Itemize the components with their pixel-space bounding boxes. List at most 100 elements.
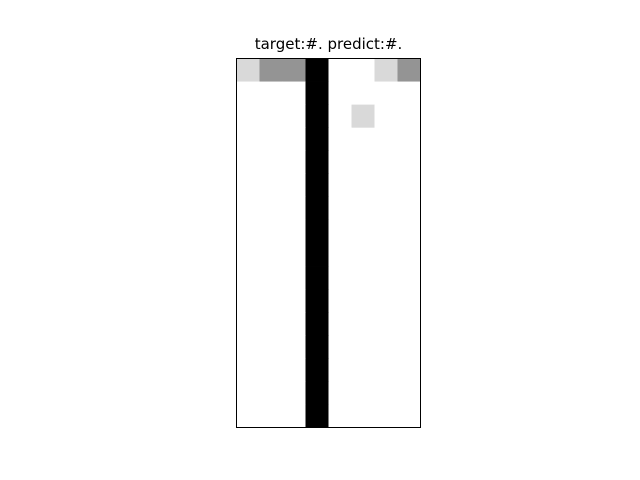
heatmap-cell-r5-c4 bbox=[328, 173, 352, 198]
heatmap-cell-r14-c3 bbox=[305, 381, 329, 405]
heatmap-cell-r7-c6 bbox=[374, 219, 398, 244]
heatmap-cell-r7-c1 bbox=[259, 219, 283, 244]
heatmap-cell-r0-c3 bbox=[305, 58, 329, 82]
heatmap-cell-r4-c5 bbox=[351, 150, 375, 175]
heatmap-cell-r13-c3 bbox=[305, 358, 329, 382]
heatmap-cell-r10-c1 bbox=[259, 289, 283, 313]
heatmap-cell-r7-c0 bbox=[236, 219, 260, 244]
heatmap-cell-r4-c7 bbox=[397, 150, 421, 175]
heatmap-cell-r2-c7 bbox=[397, 104, 421, 129]
heatmap-cell-r0-c1 bbox=[259, 58, 283, 82]
heatmap-cell-r1-c2 bbox=[282, 81, 306, 106]
heatmap-cell-r3-c2 bbox=[282, 127, 306, 152]
heatmap-cell-r14-c2 bbox=[282, 381, 306, 405]
heatmap-cell-r1-c5 bbox=[351, 81, 375, 106]
heatmap-cell-r15-c0 bbox=[236, 404, 260, 428]
heatmap-cell-r9-c3 bbox=[305, 266, 329, 290]
heatmap-cell-r12-c4 bbox=[328, 335, 352, 359]
heatmap-cell-r8-c2 bbox=[282, 243, 306, 267]
heatmap-cell-r0-c5 bbox=[351, 58, 375, 82]
heatmap-cell-r9-c5 bbox=[351, 266, 375, 290]
heatmap-cell-r12-c6 bbox=[374, 335, 398, 359]
heatmap-cell-r13-c2 bbox=[282, 358, 306, 382]
heatmap-cell-r15-c2 bbox=[282, 404, 306, 428]
heatmap-cell-r9-c4 bbox=[328, 266, 352, 290]
heatmap-cell-r3-c7 bbox=[397, 127, 421, 152]
heatmap-cell-r3-c6 bbox=[374, 127, 398, 152]
heatmap-cell-r8-c1 bbox=[259, 243, 283, 267]
chart-title: target:#. predict:#. bbox=[255, 35, 403, 53]
heatmap-cell-r10-c2 bbox=[282, 289, 306, 313]
heatmap-cell-r4-c6 bbox=[374, 150, 398, 175]
heatmap-cell-r4-c4 bbox=[328, 150, 352, 175]
heatmap-cell-r14-c7 bbox=[397, 381, 421, 405]
heatmap-cell-r1-c7 bbox=[397, 81, 421, 106]
heatmap-cell-r13-c4 bbox=[328, 358, 352, 382]
heatmap-cell-r1-c6 bbox=[374, 81, 398, 106]
heatmap-cell-r3-c1 bbox=[259, 127, 283, 152]
heatmap-cell-r1-c4 bbox=[328, 81, 352, 106]
heatmap-cell-r15-c4 bbox=[328, 404, 352, 428]
heatmap-cell-r6-c7 bbox=[397, 196, 421, 221]
heatmap-cell-r8-c7 bbox=[397, 243, 421, 267]
heatmap-cell-r4-c3 bbox=[305, 150, 329, 175]
heatmap-cell-r6-c2 bbox=[282, 196, 306, 221]
plot-frame bbox=[236, 58, 421, 428]
heatmap-cell-r14-c0 bbox=[236, 381, 260, 405]
heatmap-cell-r9-c7 bbox=[397, 266, 421, 290]
heatmap-cell-r6-c6 bbox=[374, 196, 398, 221]
heatmap-cell-r0-c0 bbox=[236, 58, 260, 82]
heatmap-cell-r2-c5 bbox=[351, 104, 375, 129]
heatmap-cell-r10-c5 bbox=[351, 289, 375, 313]
heatmap-cell-r0-c7 bbox=[397, 58, 421, 82]
heatmap-cell-r7-c4 bbox=[328, 219, 352, 244]
heatmap-cell-r2-c2 bbox=[282, 104, 306, 129]
heatmap-cell-r7-c3 bbox=[305, 219, 329, 244]
heatmap-cell-r9-c6 bbox=[374, 266, 398, 290]
heatmap-cell-r1-c3 bbox=[305, 81, 329, 106]
heatmap-cell-r3-c5 bbox=[351, 127, 375, 152]
heatmap-cell-r9-c2 bbox=[282, 266, 306, 290]
heatmap-cell-r0-c6 bbox=[374, 58, 398, 82]
heatmap-cell-r6-c5 bbox=[351, 196, 375, 221]
heatmap-cell-r14-c4 bbox=[328, 381, 352, 405]
heatmap-cell-r4-c2 bbox=[282, 150, 306, 175]
heatmap-cell-r2-c3 bbox=[305, 104, 329, 129]
heatmap-cell-r8-c0 bbox=[236, 243, 260, 267]
heatmap-cell-r11-c5 bbox=[351, 312, 375, 336]
heatmap-cell-r3-c0 bbox=[236, 127, 260, 152]
heatmap-cell-r10-c0 bbox=[236, 289, 260, 313]
heatmap-cell-r12-c1 bbox=[259, 335, 283, 359]
heatmap-cell-r6-c3 bbox=[305, 196, 329, 221]
heatmap-cell-r5-c0 bbox=[236, 173, 260, 198]
heatmap-cell-r13-c0 bbox=[236, 358, 260, 382]
heatmap-cell-r13-c7 bbox=[397, 358, 421, 382]
heatmap-cell-r5-c3 bbox=[305, 173, 329, 198]
heatmap-cell-r4-c0 bbox=[236, 150, 260, 175]
heatmap-cell-r7-c5 bbox=[351, 219, 375, 244]
heatmap-cell-r14-c6 bbox=[374, 381, 398, 405]
heatmap-cell-r6-c1 bbox=[259, 196, 283, 221]
heatmap-cell-r15-c3 bbox=[305, 404, 329, 428]
heatmap-cell-r11-c6 bbox=[374, 312, 398, 336]
heatmap-cell-r6-c0 bbox=[236, 196, 260, 221]
heatmap-cell-r14-c1 bbox=[259, 381, 283, 405]
heatmap-cell-r9-c1 bbox=[259, 266, 283, 290]
heatmap-cell-r13-c6 bbox=[374, 358, 398, 382]
heatmap-cell-r10-c4 bbox=[328, 289, 352, 313]
heatmap-cell-r5-c6 bbox=[374, 173, 398, 198]
heatmap-cell-r8-c3 bbox=[305, 243, 329, 267]
heatmap-cell-r14-c5 bbox=[351, 381, 375, 405]
heatmap-cell-r5-c2 bbox=[282, 173, 306, 198]
heatmap-cell-r15-c1 bbox=[259, 404, 283, 428]
heatmap-cell-r2-c0 bbox=[236, 104, 260, 129]
heatmap-cell-r12-c5 bbox=[351, 335, 375, 359]
heatmap-cell-r11-c0 bbox=[236, 312, 260, 336]
heatmap-cell-r11-c1 bbox=[259, 312, 283, 336]
heatmap-cell-r3-c4 bbox=[328, 127, 352, 152]
heatmap-cells bbox=[236, 58, 421, 428]
heatmap-cell-r11-c4 bbox=[328, 312, 352, 336]
heatmap-cell-r1-c0 bbox=[236, 81, 260, 106]
heatmap-cell-r8-c5 bbox=[351, 243, 375, 267]
heatmap-cell-r12-c0 bbox=[236, 335, 260, 359]
